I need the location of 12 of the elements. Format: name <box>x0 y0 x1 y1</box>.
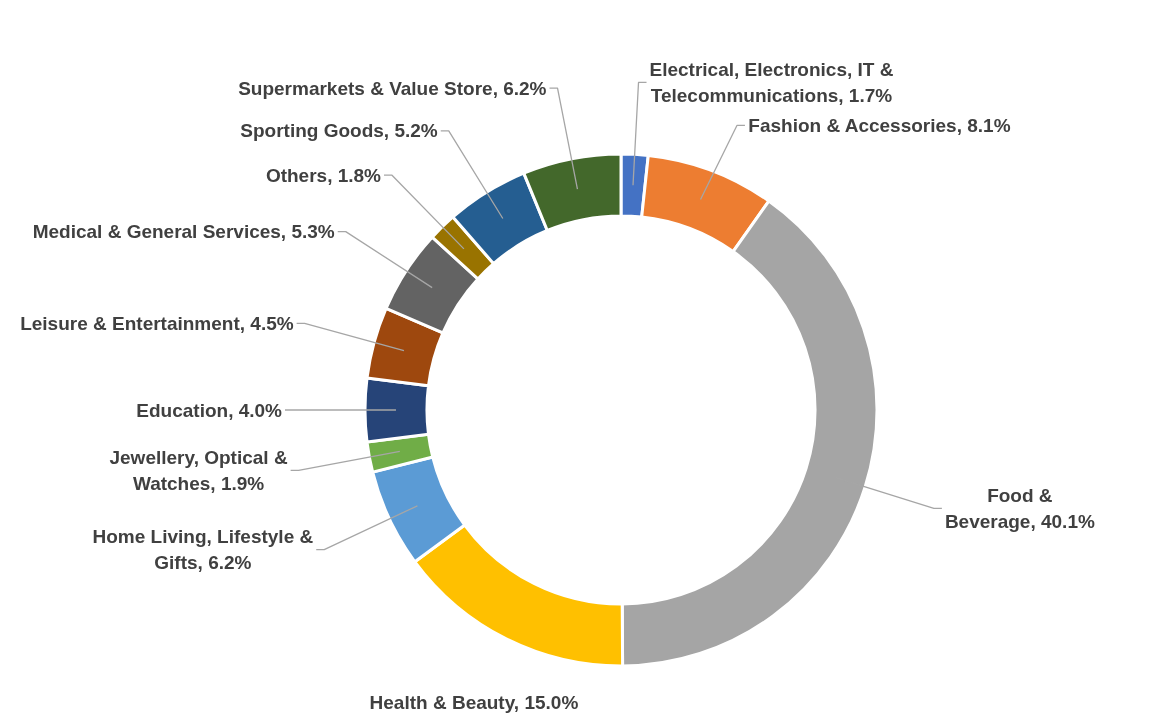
slice-label: Sporting Goods, 5.2% <box>240 120 438 142</box>
slice-label: Fashion & Accessories, 8.1% <box>748 114 1011 136</box>
slice-label: Jewellery, Optical & Watches, 1.9% <box>109 446 288 494</box>
slice-label: Electrical, Electronics, IT & Telecommunications, 1.7% <box>649 58 894 106</box>
slice-label: Education, 4.0% <box>136 399 283 421</box>
slice-label: Leisure & Entertainment, 4.5% <box>20 312 294 334</box>
slice-label: Home Living, Lifestyle & Gifts, 6.2% <box>92 526 314 574</box>
slice-label: Medical & General Services, 5.3% <box>32 221 335 243</box>
slice-label: Health & Beauty, 15.0% <box>369 691 579 713</box>
slice-label: Food & Beverage, 40.1% <box>944 484 1095 532</box>
slice-label: Supermarkets & Value Store, 6.2% <box>238 77 547 99</box>
slice-label: Others, 1.8% <box>265 164 382 186</box>
